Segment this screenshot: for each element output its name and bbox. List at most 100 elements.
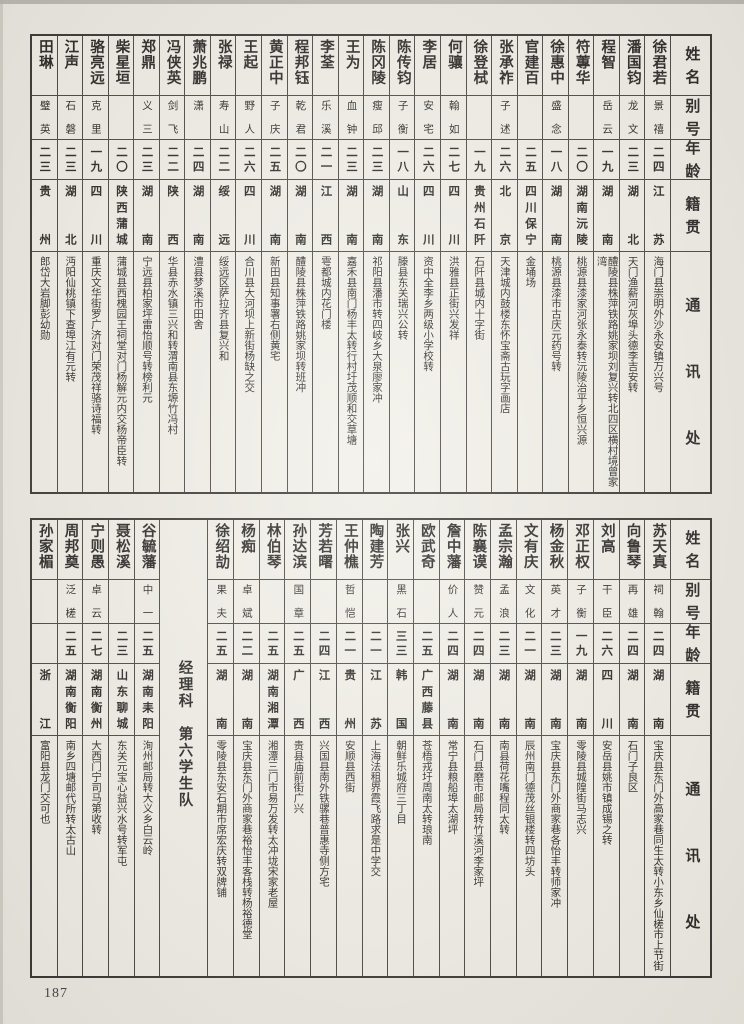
- age-cell: 二四: [465, 624, 491, 664]
- person-name: 陈传钧: [394, 39, 411, 86]
- age-cell: 二三: [542, 624, 568, 664]
- person-native-place: 湖南: [497, 669, 510, 729]
- address-cell: 东关元宝心益兴水号转军屯: [109, 736, 134, 976]
- alias-cell: 泛槎: [57, 580, 83, 624]
- person-alias: 果夫: [215, 584, 227, 618]
- person-name: 徐登栻: [471, 39, 488, 86]
- person-address: 石阡县城内十字街: [473, 256, 485, 340]
- age-cell: 二七: [83, 624, 108, 664]
- address-cell: 重庆文华街罗广济对门荣茂祥骆诗福转: [83, 252, 108, 492]
- person-alias: 孟浪: [497, 584, 509, 618]
- person-address: 桃源县漆市古庆元药号转: [549, 256, 561, 372]
- address-cell: 富阳县龙门交可也: [32, 736, 57, 976]
- alias-cell: 子衡: [568, 580, 593, 624]
- native-cell: 湖南: [491, 664, 516, 736]
- address-cell: 宝庆县东门外商家巷各怡丰转师家冲: [542, 736, 567, 976]
- person-age: 二四: [446, 630, 459, 656]
- alias-cell: 子述: [492, 96, 517, 140]
- person-alias: 卓斌: [240, 584, 252, 618]
- person-age: 二五: [63, 630, 76, 656]
- native-cell: 贵州: [336, 664, 362, 736]
- person-age: 二六: [600, 630, 613, 656]
- name-cell: 向鲁琴: [619, 520, 645, 580]
- person-address: 兴国县南外铁骡巷普惠寺侧方宅: [318, 740, 330, 887]
- age-cell: 二三: [108, 624, 134, 664]
- alias-cell: 寿山: [210, 96, 236, 140]
- native-cell: 广西: [285, 664, 311, 736]
- native-cell: 江苏: [645, 180, 670, 252]
- person-address: 金埇场: [524, 256, 536, 288]
- person-address: 东关元宝心益兴水号转军屯: [115, 740, 127, 866]
- person-name: 刘高: [598, 523, 615, 554]
- person-address: 资中全李乡两级小学校转: [422, 256, 434, 372]
- alias-cell: 卓斌: [234, 580, 259, 624]
- person-age: 二三: [115, 630, 128, 656]
- person-native-place: 湖南: [214, 669, 227, 729]
- person-age: 二四: [651, 630, 664, 656]
- alias-cell: 孟浪: [491, 580, 516, 624]
- person-address: 辰州南门德茂丝银楼转四坊头: [523, 740, 535, 877]
- person-address: 富阳县龙门交可也: [38, 740, 50, 824]
- person-name: 徐君若: [650, 39, 667, 86]
- address-cell: 上海法租界霞飞路求是中学交: [363, 736, 388, 976]
- name-cell: 欧武奇: [413, 520, 439, 580]
- directory-table-bottom: 姓名 别号 年龄 籍贯 通讯处 苏天真 祠翰 二四 湖南 宝庆县东门外高家巷同生太转小东乡仙槎市上…: [30, 518, 712, 978]
- name-cell: 陈冈陵: [364, 36, 389, 96]
- native-cell: 湖南: [465, 664, 491, 736]
- alias-cell: 璧英: [31, 96, 57, 140]
- name-cell: 聂松溪: [108, 520, 134, 580]
- person-name: 潘国钧: [624, 39, 641, 86]
- person-name: 聂松溪: [113, 523, 130, 570]
- native-cell: 湖南: [208, 664, 234, 736]
- person-native-place: 四川: [447, 185, 460, 245]
- person-column: 陶建芳 二一 江苏 上海法租界霞飞路求是中学交: [361, 520, 388, 976]
- age-cell: 二三: [364, 140, 389, 180]
- native-cell: 湖南衡州: [83, 664, 108, 736]
- person-column: 周邦奠 泛槎 二五 湖南衡阳 南乡四塘邮代所转太古山: [56, 520, 83, 976]
- person-age: 二六: [498, 146, 511, 172]
- person-address: 醴陵县株萍铁路姚家坝转班冲: [294, 256, 306, 393]
- address-cell: 洪雅县正街兴发祥: [441, 252, 466, 492]
- person-address: 郎岱大岩脚彭幼勋: [38, 256, 50, 340]
- person-address: 澧县梦溪市田舍: [192, 256, 204, 330]
- alias-cell: [31, 580, 57, 624]
- alias-cell: 祠翰: [645, 580, 670, 624]
- person-address: 蒲城县西槐园王祠堂对门杨解元内交杨帝臣转: [115, 256, 127, 466]
- person-age: 二六: [242, 146, 255, 172]
- native-cell: 湖南: [542, 664, 568, 736]
- person-address: 贵县庙前街广兴: [292, 740, 304, 814]
- address-cell: 滕县东关瑞兴公转: [390, 252, 415, 492]
- person-age: 二一: [319, 146, 332, 172]
- alias-cell: [311, 580, 336, 624]
- native-cell: 四川: [440, 180, 466, 252]
- person-alias: 价人: [446, 584, 458, 618]
- name-cell: 张禄: [210, 36, 236, 96]
- address-cell: 醴陵县株萍铁路姚家坝转班冲: [288, 252, 313, 492]
- address-cell: 宝庆县东门外高家巷同生太转小东乡仙槎市上节街: [645, 736, 670, 976]
- native-cell: 广西藤县: [413, 664, 439, 736]
- person-name: 何骧: [445, 39, 462, 70]
- person-column: 杨金秋 英才 二三 湖南 宝庆县东门外商家巷各怡丰转师家冲: [541, 520, 568, 976]
- native-cell: 陕西蒲城: [108, 180, 134, 252]
- person-name: 萧兆鹏: [190, 39, 207, 86]
- alias-cell: 文化: [516, 580, 542, 624]
- alias-cell: 景禧: [645, 96, 670, 140]
- address-cell: 南乡四塘邮代所转太古山: [58, 736, 83, 976]
- person-alias: 义三: [140, 100, 152, 134]
- person-alias: 卓云: [90, 584, 102, 618]
- address-cell: 嘉禾县南门杨丰太转行村圩茂顺和交草塘: [339, 252, 364, 492]
- person-age: 二四: [317, 630, 330, 656]
- name-cell: 黄正中: [262, 36, 287, 96]
- person-age: 二一: [368, 630, 381, 656]
- name-cell: 杨金秋: [542, 520, 568, 580]
- person-native-place: 湖南: [191, 185, 204, 245]
- person-age: 二五: [141, 630, 154, 656]
- person-address: 宝庆县东门外商家巷裕怡丰客栈转杨裕德堂: [240, 740, 252, 940]
- person-address: 宝庆县东门外商家巷各怡丰转师家冲: [549, 740, 561, 908]
- person-name: 官建百: [522, 39, 539, 86]
- person-age: 一九: [574, 630, 587, 656]
- person-alias: 盛念: [549, 100, 561, 134]
- person-column: 苏天真 祠翰 二四 湖南 宝庆县东门外高家巷同生太转小东乡仙槎市上节街: [644, 520, 670, 976]
- alias-cell: 龙文: [619, 96, 645, 140]
- alias-cell: 剑飞: [159, 96, 185, 140]
